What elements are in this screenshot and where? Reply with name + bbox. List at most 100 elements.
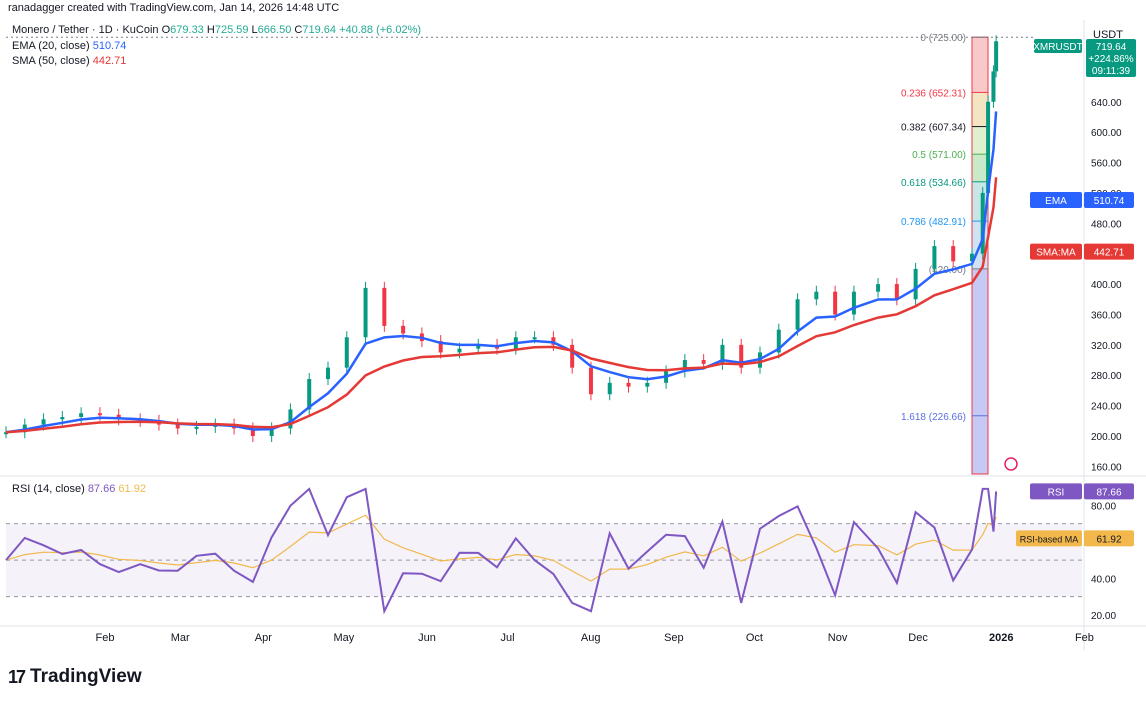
candle-body — [363, 287, 368, 338]
rsi-tick-label: 20.00 — [1091, 611, 1116, 622]
ema-badge-value-bg — [1084, 191, 1134, 208]
fib-zone — [972, 126, 988, 155]
rsi-badge: RSI 87.66 — [1030, 483, 1134, 500]
price-tick-label: 400.00 — [1091, 280, 1122, 291]
candle-body — [438, 341, 443, 353]
candle-body — [701, 360, 706, 364]
candle-body — [626, 382, 631, 387]
candle-body — [250, 428, 255, 437]
candle-body — [682, 360, 687, 372]
price-badge-countdown: 09:11:39 — [1092, 66, 1131, 77]
candle-body — [4, 432, 8, 435]
time-axis-label: Apr — [255, 632, 272, 644]
price-tick-label: 600.00 — [1091, 128, 1122, 139]
candle-body — [814, 291, 819, 300]
time-axis-label: Feb — [1075, 632, 1094, 644]
time-axis-label: Jul — [500, 632, 514, 644]
candle-body — [532, 337, 537, 340]
candle-body — [913, 268, 918, 300]
currency-label: USDT — [1093, 29, 1123, 41]
low-value: 666.50 — [257, 24, 292, 36]
rsi-ma-badge-label: RSI-based MA — [1020, 534, 1079, 544]
lightning-icon — [1004, 457, 1018, 471]
close-label: C — [294, 24, 303, 36]
candle-body — [60, 417, 65, 420]
sma-badge-label-bg — [1030, 243, 1082, 260]
ohlc-line: Monero / Tether · 1D · KuCoin O679.33 H7… — [12, 24, 421, 36]
fib-level-label: 0 (725.00) — [920, 33, 966, 44]
fib-level-label: 0.382 (607.34) — [901, 123, 966, 134]
candle-body — [344, 337, 349, 368]
candle-body — [969, 253, 974, 262]
time-axis-label: Dec — [908, 632, 928, 644]
fib-zone — [972, 92, 988, 127]
symbol-badge-bg — [1034, 39, 1082, 53]
rsi-ma-badge-value-bg — [1084, 530, 1134, 547]
time-axis-label: Nov — [828, 632, 848, 644]
price-tick-label: 360.00 — [1091, 310, 1122, 321]
fib-zone-lower — [972, 268, 988, 474]
rsi-badge-label: RSI — [1048, 487, 1065, 498]
symbol-badge-text: XMRUSDT — [1033, 42, 1082, 53]
fib-level-label: 0.236 (652.31) — [901, 88, 966, 99]
ema-badge-label-bg — [1030, 191, 1082, 208]
ema-badge-value: 510.74 — [1094, 196, 1125, 207]
sma-legend-label: SMA (50, close) — [12, 55, 90, 67]
ema-legend[interactable]: EMA (20, close) 510.74 — [12, 40, 126, 52]
price-tick-label: 480.00 — [1091, 219, 1122, 230]
candle-body — [991, 71, 996, 102]
candle-body — [288, 409, 293, 429]
candle-body — [476, 344, 481, 349]
candle-body — [457, 348, 462, 353]
sma-line — [5, 177, 998, 434]
high-value: 725.59 — [214, 24, 249, 36]
ema-badge-label: EMA — [1045, 196, 1067, 207]
time-axis-label: Mar — [171, 632, 190, 644]
candle-body — [607, 382, 612, 395]
time-axis-label: Aug — [581, 632, 601, 644]
rsi-badge-value: 87.66 — [1096, 487, 1121, 498]
open-value: 679.33 — [170, 24, 204, 36]
candle-body — [570, 344, 575, 368]
candle-body — [194, 426, 199, 429]
sma-legend[interactable]: SMA (50, close) 442.71 — [12, 55, 126, 67]
price-tick-label: 320.00 — [1091, 341, 1122, 352]
close-value: 719.64 — [302, 24, 336, 36]
sma-badge-value: 442.71 — [1094, 248, 1125, 259]
sma-badge-value-bg — [1084, 243, 1134, 260]
candle-body — [980, 192, 985, 254]
sma-badge: SMA:MA 442.71 — [1030, 243, 1134, 260]
credit-line: ranadagger created with TradingView.com,… — [8, 2, 340, 14]
candle-body — [551, 337, 556, 345]
candle-body — [795, 299, 800, 330]
fib-level-label: 0.5 (571.00) — [912, 150, 966, 161]
price-badge-price: 719.64 — [1096, 42, 1127, 53]
price-badge-bg — [1086, 39, 1136, 77]
candle-body — [97, 413, 102, 416]
rsi-badge-label-bg — [1030, 483, 1082, 500]
ema-badge: EMA 510.74 — [1030, 191, 1134, 208]
rsi-tick-label: 80.00 — [1091, 501, 1116, 512]
candle-body — [720, 344, 725, 364]
rsi-legend-label: RSI (14, close) — [12, 483, 85, 495]
tradingview-logo[interactable]: 17 TradingView — [8, 666, 142, 688]
candle-body — [269, 428, 274, 437]
price-tick-label: 240.00 — [1091, 402, 1122, 413]
symbol-title: Monero / Tether · 1D · KuCoin — [12, 24, 159, 36]
rsi-line — [5, 487, 998, 615]
fib-zone — [972, 37, 988, 93]
sma-badge-label: SMA:MA — [1036, 248, 1076, 259]
high-label: H — [206, 24, 215, 36]
price-tick-label: 200.00 — [1091, 432, 1122, 443]
rsi-legend[interactable]: RSI (14, close) 87.66 61.92 — [12, 483, 146, 495]
change-value: +40.88 (+6.02%) — [339, 24, 422, 36]
candle-body — [79, 413, 84, 418]
fib-level-label: 0.786 (482.91) — [901, 217, 966, 228]
rsi-ma-badge-value: 61.92 — [1096, 534, 1121, 545]
low-label: L — [251, 24, 258, 36]
candle-body — [645, 382, 650, 387]
tv-logo-icon: 17 — [8, 666, 26, 687]
candle-body — [307, 379, 312, 410]
